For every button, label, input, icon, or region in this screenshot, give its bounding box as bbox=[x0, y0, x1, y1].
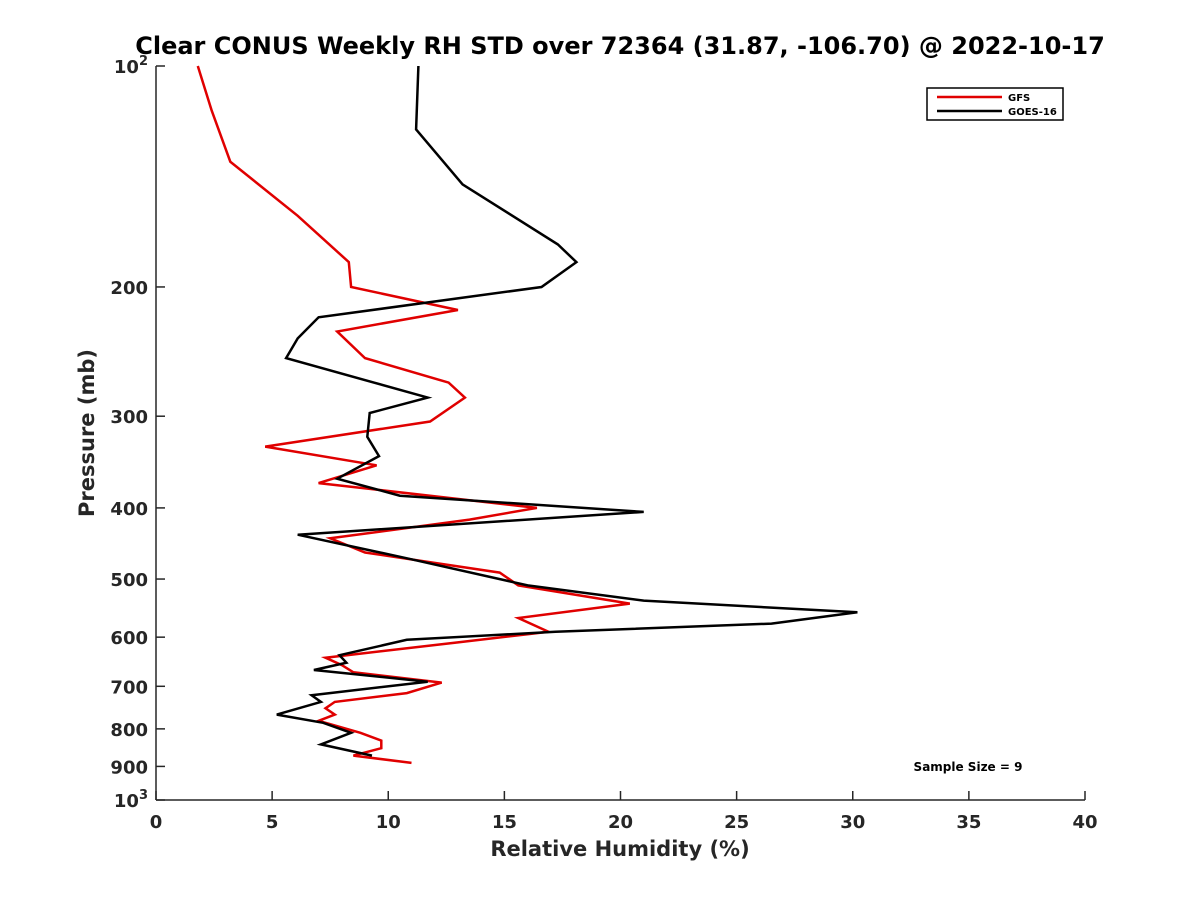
y-tick-label: 700 bbox=[110, 677, 148, 698]
x-tick-label: 30 bbox=[840, 812, 865, 833]
x-tick-label: 25 bbox=[724, 812, 749, 833]
x-tick-label: 0 bbox=[150, 812, 163, 833]
legend: GFS GOES-16 bbox=[926, 87, 1064, 121]
plot-area bbox=[155, 66, 1085, 801]
legend-box bbox=[926, 87, 1064, 121]
y-tick-label: 900 bbox=[110, 757, 148, 778]
y-tick-label: 800 bbox=[110, 720, 148, 741]
x-tick-label: 35 bbox=[956, 812, 981, 833]
y-tick-label: 600 bbox=[110, 628, 148, 649]
y-tick-label: 200 bbox=[110, 278, 148, 299]
x-axis-label: Relative Humidity (%) bbox=[490, 837, 749, 861]
series-line-goes-16 bbox=[276, 65, 858, 757]
y-axis-label: Pressure (mb) bbox=[75, 349, 99, 517]
series-layer bbox=[196, 65, 858, 765]
chart-title: Clear CONUS Weekly RH STD over 72364 (31… bbox=[135, 32, 1105, 60]
y-axis-ticks: 102 200 300 400 500 600 700 800 900 103 bbox=[110, 54, 165, 812]
y-tick-label: 400 bbox=[110, 499, 148, 520]
y-tick-label: 300 bbox=[110, 407, 148, 428]
x-tick-label: 10 bbox=[376, 812, 401, 833]
x-tick-label: 40 bbox=[1072, 812, 1097, 833]
x-tick-label: 5 bbox=[266, 812, 279, 833]
x-axis-ticks: 0 5 10 15 20 25 30 35 40 bbox=[150, 791, 1098, 833]
y-tick-label: 500 bbox=[110, 570, 148, 591]
x-tick-label: 15 bbox=[492, 812, 517, 833]
x-tick-label: 20 bbox=[608, 812, 633, 833]
y-tick-label: 102 bbox=[114, 54, 148, 78]
sample-size-annotation: Sample Size = 9 bbox=[914, 760, 1023, 774]
legend-label-goes-16: GOES-16 bbox=[1008, 107, 1057, 118]
series-line-gfs bbox=[196, 65, 631, 765]
legend-label-gfs: GFS bbox=[1008, 93, 1030, 104]
y-tick-label: 103 bbox=[114, 788, 148, 812]
